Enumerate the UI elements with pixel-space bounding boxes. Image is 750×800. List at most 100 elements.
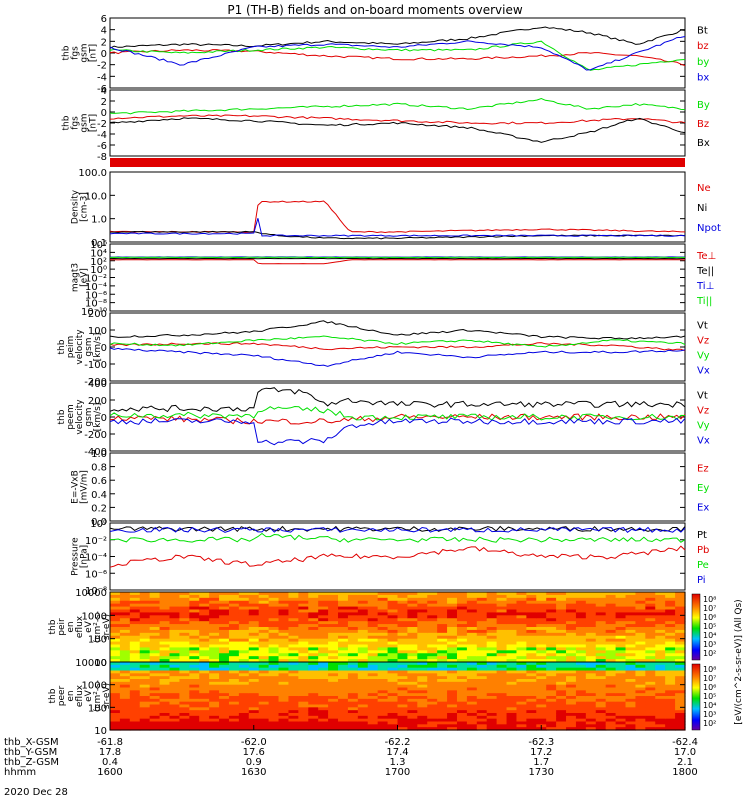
spectrogram-cell xyxy=(367,715,379,720)
spectrogram-cell xyxy=(615,713,627,717)
spectrogram-cell xyxy=(575,664,587,669)
spectrogram-cell xyxy=(615,618,627,622)
spectrogram-cell xyxy=(377,592,389,596)
spectrogram-cell xyxy=(447,684,458,689)
spectrogram-cell xyxy=(278,676,290,680)
spectrogram-cell xyxy=(447,618,458,622)
spectrogram-cell xyxy=(437,679,448,683)
spectrogram-cell xyxy=(566,621,577,625)
spectrogram-cell xyxy=(675,690,686,694)
spectrogram-cell xyxy=(645,615,656,619)
spectrogram-cell xyxy=(159,710,171,714)
spectrogram-cell xyxy=(486,635,498,640)
spectrogram-cell xyxy=(139,618,151,622)
spectrogram-cell xyxy=(635,701,646,706)
spectrogram-cell xyxy=(258,721,270,725)
spectrogram-cell xyxy=(199,670,210,674)
spectrogram-cell xyxy=(179,698,190,703)
spectrogram-cell xyxy=(199,627,210,631)
spectrogram-cell xyxy=(645,690,656,694)
spectrogram-cell xyxy=(159,629,171,634)
colorbar-tick: 10⁷ xyxy=(703,674,716,683)
spectrogram-cell xyxy=(665,621,676,625)
spectrogram-cell xyxy=(169,667,180,672)
spectrogram-cell xyxy=(328,718,339,723)
spectrogram-cell xyxy=(645,621,656,625)
spectrogram-cell xyxy=(377,653,389,657)
spectrogram-cell xyxy=(159,632,171,637)
spectrogram-cell xyxy=(605,653,617,657)
spectrogram-cell xyxy=(456,621,468,625)
spectrogram-cell xyxy=(635,612,646,616)
spectrogram-cell xyxy=(209,710,220,714)
spectrogram-cell xyxy=(486,687,498,691)
spectrogram-cell xyxy=(179,653,190,657)
spectrogram-cell xyxy=(466,679,478,683)
figure-title: P1 (TH-B) fields and on-board moments ov… xyxy=(227,3,523,17)
spectrogram-cell xyxy=(338,698,349,703)
spectrogram-cell xyxy=(199,618,210,622)
spectrogram-cell xyxy=(179,687,190,691)
spectrogram-cell xyxy=(665,612,676,616)
spectrogram-cell xyxy=(476,710,488,714)
spectrogram-cell xyxy=(219,624,230,628)
spectrogram-cell xyxy=(635,635,646,640)
spectrogram-cell xyxy=(496,615,508,619)
spectrogram-cell xyxy=(486,727,498,731)
spectrogram-cell xyxy=(298,718,309,723)
spectrogram-cell xyxy=(308,600,319,605)
spectrogram-cell xyxy=(585,664,597,669)
spectrogram-cell xyxy=(278,707,290,711)
spectrogram-cell xyxy=(139,641,151,646)
spectrogram-cell xyxy=(288,681,299,686)
spectrogram-cell xyxy=(486,638,498,643)
spectrogram-cell xyxy=(566,718,577,723)
spectrogram-cell xyxy=(110,592,121,596)
spectrogram-cell xyxy=(228,635,240,640)
spectrogram-cell xyxy=(248,707,260,711)
spectrogram-cell xyxy=(268,650,280,654)
spectrogram-cell xyxy=(139,635,151,640)
spectrogram-cell xyxy=(338,629,349,634)
spectrogram-cell xyxy=(278,621,290,625)
spectrogram-cell xyxy=(407,609,418,614)
spectrogram-cell xyxy=(566,687,577,691)
spectrogram-cell xyxy=(338,597,349,602)
spectrogram-cell xyxy=(536,627,547,631)
spectrogram-cell xyxy=(595,684,607,689)
spectrogram-cell xyxy=(427,670,438,674)
spectrogram-cell xyxy=(407,670,418,674)
spectrogram-cell xyxy=(536,721,547,725)
legend-label: bx xyxy=(697,72,709,83)
spectrogram-cell xyxy=(625,701,637,706)
spectrogram-cell xyxy=(625,641,637,646)
spectrogram-cell xyxy=(585,624,597,628)
spectrogram-cell xyxy=(110,632,121,637)
spectrogram-cell xyxy=(556,621,567,625)
spectrogram-cell xyxy=(585,627,597,631)
spectrogram-cell xyxy=(526,638,537,643)
y-axis-label: [nPa] xyxy=(80,545,90,568)
y-axis-label: thb xyxy=(48,688,58,703)
y-axis-label: eV xyxy=(84,689,94,702)
spectrogram-cell xyxy=(476,638,488,643)
spectrogram-cell xyxy=(605,710,617,714)
spectrogram-cell xyxy=(516,592,527,596)
y-tick-label: 10⁴ xyxy=(90,248,107,259)
spectrogram-cell xyxy=(159,704,171,708)
spectrogram-cell xyxy=(387,718,399,723)
spectrogram-cell xyxy=(209,715,220,720)
spectrogram-cell xyxy=(377,641,389,646)
spectrogram-cell xyxy=(417,667,428,672)
spectrogram-cell xyxy=(427,600,438,605)
spectrogram-cell xyxy=(119,618,131,622)
spectrogram-cell xyxy=(318,662,329,666)
spectrogram-cell xyxy=(308,650,319,654)
spectrogram-cell xyxy=(566,597,577,602)
spectrogram-cell xyxy=(318,618,329,622)
spectrogram-cell xyxy=(466,715,478,720)
spectrogram-cell xyxy=(278,687,290,691)
spectrogram-cell xyxy=(655,592,666,596)
legend-label: Pt xyxy=(697,530,707,541)
spectrogram-cell xyxy=(655,644,666,649)
